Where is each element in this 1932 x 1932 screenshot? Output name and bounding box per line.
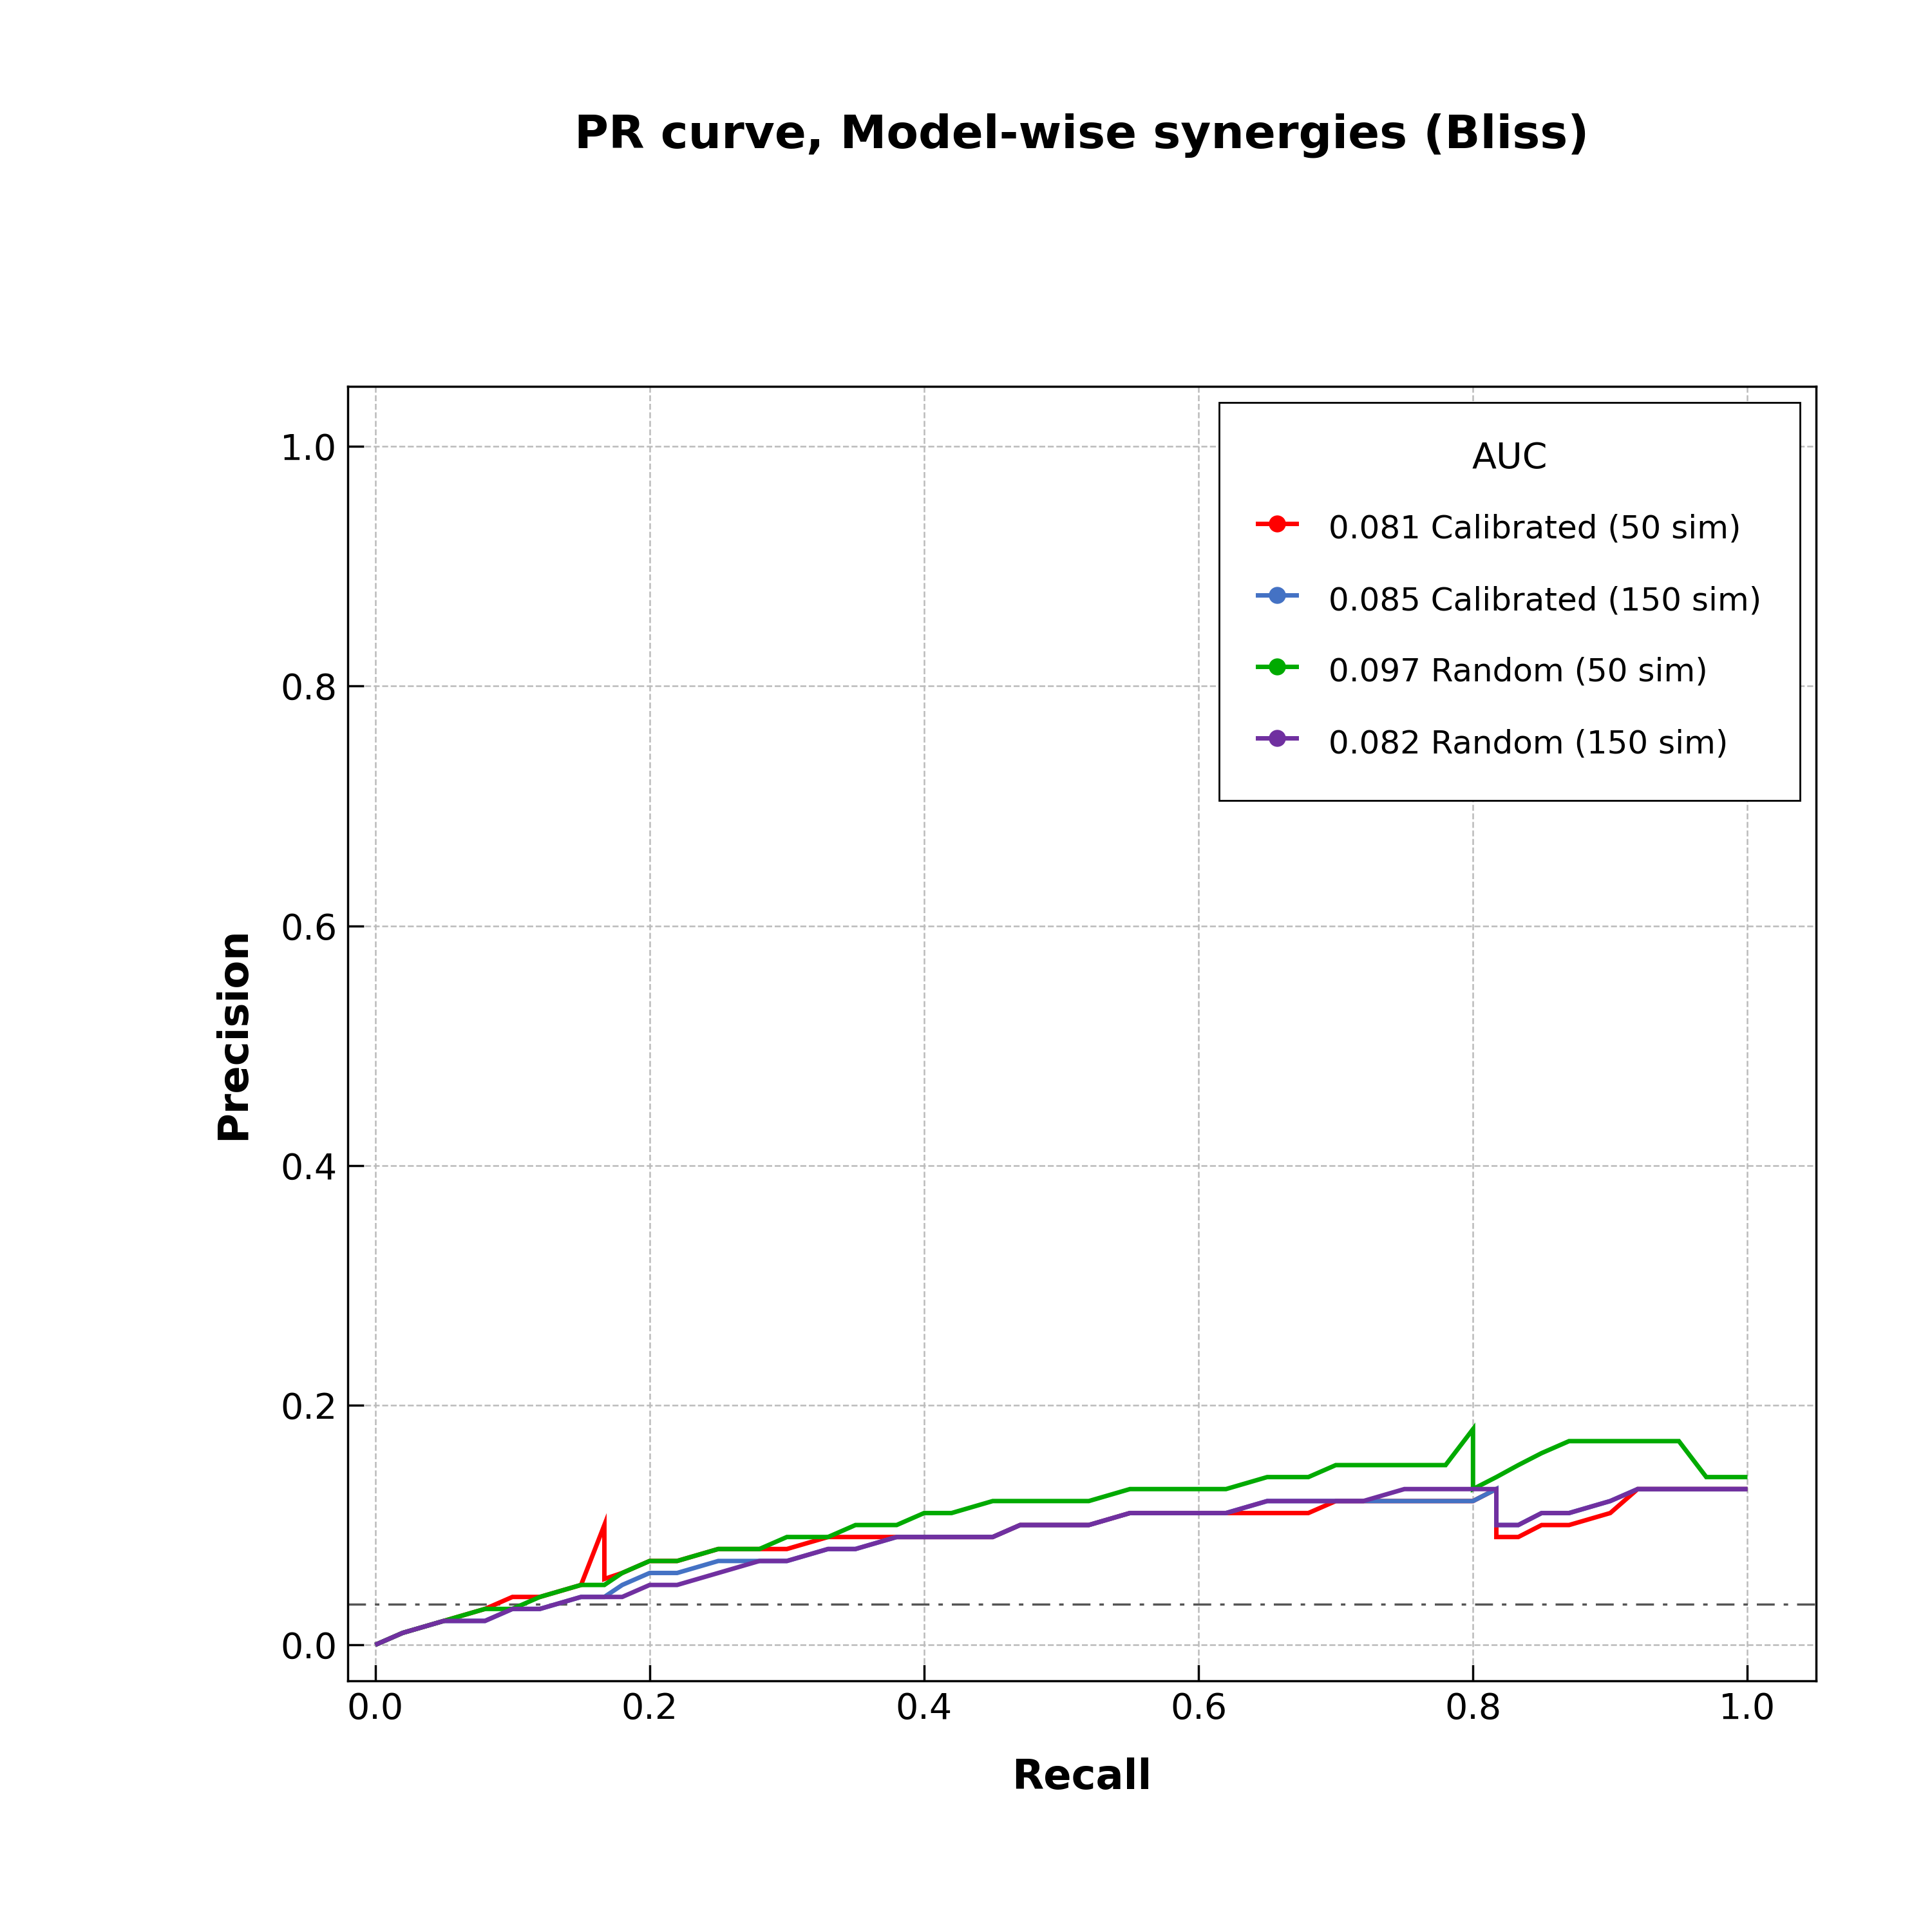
- Legend: 0.081 Calibrated (50 sim), 0.085 Calibrated (150 sim), 0.097 Random (50 sim), 0.: 0.081 Calibrated (50 sim), 0.085 Calibra…: [1219, 402, 1801, 800]
- X-axis label: Recall: Recall: [1012, 1758, 1151, 1797]
- Text: PR curve, Model-wise synergies (Bliss): PR curve, Model-wise synergies (Bliss): [574, 112, 1590, 158]
- Y-axis label: Precision: Precision: [213, 927, 253, 1140]
